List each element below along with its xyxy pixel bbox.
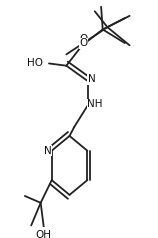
Text: N: N — [44, 146, 52, 156]
Text: O: O — [80, 34, 88, 44]
Text: N: N — [88, 74, 96, 84]
Text: O: O — [80, 38, 88, 48]
Text: NH: NH — [87, 99, 103, 109]
Text: OH: OH — [36, 229, 52, 238]
Text: HO: HO — [27, 59, 43, 69]
